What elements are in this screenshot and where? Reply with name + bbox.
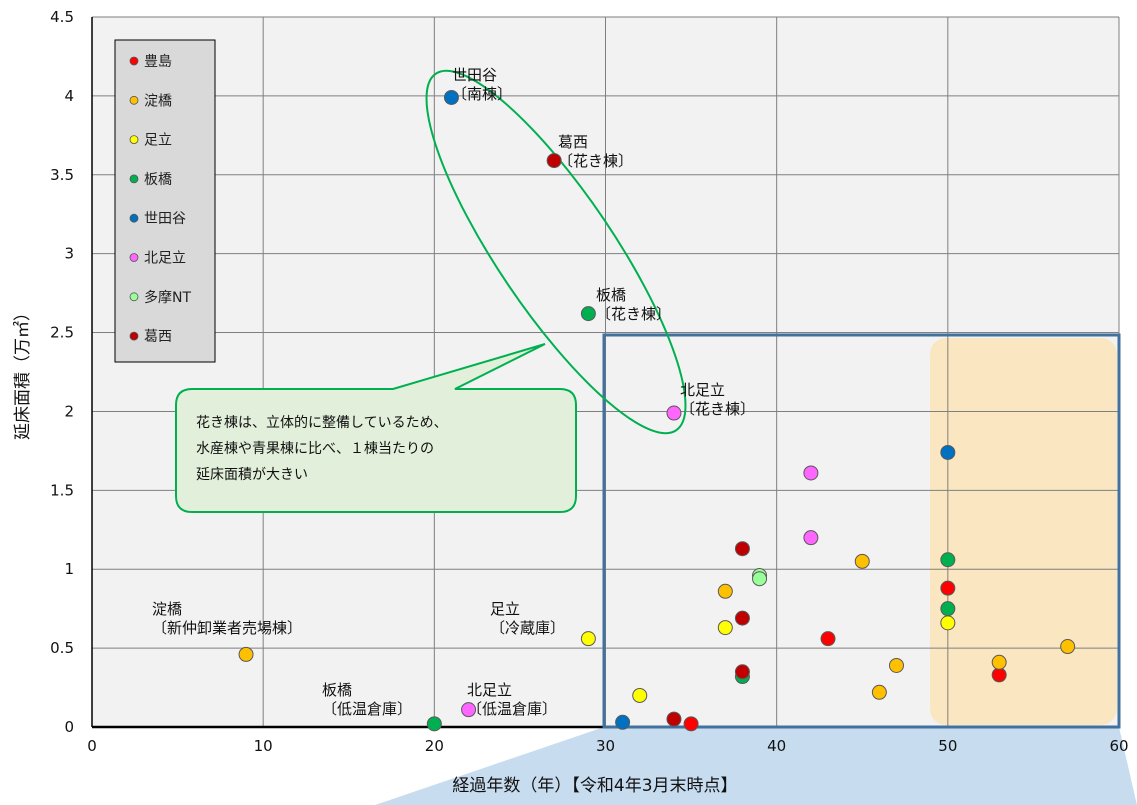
- data-point: [803, 465, 819, 481]
- data-point: [752, 571, 768, 587]
- y-tick-label: 4.5: [50, 8, 74, 26]
- y-tick-label: 1.5: [50, 481, 74, 499]
- x-tick-label: 20: [425, 737, 444, 755]
- y-tick-labels: 0 0.5 1 1.5 2 2.5 3 3.5 4 4.5: [50, 8, 74, 736]
- data-point: [443, 89, 459, 105]
- point-annotation: 北足立: [680, 381, 725, 399]
- legend-marker: [129, 331, 139, 341]
- point-annotation: 淀橋: [152, 600, 182, 618]
- point-annotation: 〔低温倉庫〕: [467, 700, 557, 718]
- data-point: [888, 657, 904, 673]
- legend-label: 板橋: [144, 172, 172, 188]
- data-point: [580, 306, 596, 322]
- data-point: [717, 583, 733, 599]
- x-tick-labels: 0 10 20 30 40 50 60: [87, 737, 1128, 755]
- point-annotation: 〔花き棟〕: [558, 152, 633, 170]
- point-annotation: 葛西: [558, 133, 588, 151]
- legend-marker: [129, 292, 139, 302]
- data-point: [461, 702, 477, 718]
- data-point: [871, 684, 887, 700]
- data-point: [991, 667, 1007, 683]
- highlight-frame: [602, 333, 1121, 729]
- callout-line-1: 花き棟は、立体的に整備しているため、: [196, 415, 448, 431]
- data-point: [991, 654, 1007, 670]
- data-point: [1060, 639, 1076, 655]
- point-annotations: 世田谷〔南棟〕葛西〔花き棟〕板橋〔花き棟〕北足立〔花き棟〕淀橋〔新仲卸業者売場棟…: [152, 66, 755, 718]
- y-tick-label: 2: [64, 402, 74, 420]
- legend-marker: [129, 253, 139, 262]
- x-tick-label: 10: [254, 737, 273, 755]
- data-point: [426, 716, 442, 732]
- data-point: [940, 615, 956, 631]
- x-axis-title: 経過年数（年）【令和4年3月末時点】: [452, 776, 737, 796]
- data-point: [632, 687, 648, 703]
- data-point: [666, 711, 682, 727]
- legend-marker: [129, 95, 139, 105]
- point-annotation: 世田谷: [452, 66, 497, 84]
- point-annotation: 足立: [490, 600, 520, 618]
- x-tick-label: 30: [596, 737, 615, 755]
- data-point: [546, 153, 562, 169]
- point-annotation: 〔南棟〕: [452, 85, 512, 103]
- y-tick-label: 2.5: [50, 324, 74, 342]
- legend-label: 豊島: [144, 54, 172, 70]
- data-point: [615, 714, 631, 730]
- legend-label: 葛西: [144, 329, 172, 345]
- legend-marker: [129, 56, 139, 66]
- legend-marker: [129, 135, 139, 145]
- data-point: [734, 541, 750, 557]
- data-point: [940, 580, 956, 596]
- x-tick-label: 0: [87, 737, 97, 755]
- point-annotation: 板橋: [596, 286, 626, 304]
- highlight-projection: [375, 727, 1137, 805]
- legend-marker: [129, 213, 139, 223]
- data-point: [734, 664, 750, 680]
- point-annotation: 〔花き棟〕: [680, 400, 755, 418]
- x-tick-label: 50: [938, 737, 957, 755]
- x-tick-label: 40: [767, 737, 786, 755]
- data-point: [717, 620, 733, 636]
- data-point: [940, 444, 956, 460]
- legend-label: 世田谷: [144, 211, 186, 227]
- y-tick-label: 3.5: [50, 166, 74, 184]
- callout-line-2: 水産棟や青果棟に比べ、１棟当たりの: [196, 441, 434, 457]
- y-tick-label: 3: [64, 245, 74, 263]
- data-point: [803, 530, 819, 546]
- flower-building-ellipse: [425, 69, 687, 435]
- legend-label: 淀橋: [144, 93, 172, 109]
- legend-box: [114, 39, 216, 363]
- data-point: [854, 553, 870, 569]
- y-tick-label: 0: [64, 718, 74, 736]
- legend-label: 足立: [144, 133, 172, 149]
- data-point: [666, 405, 682, 421]
- y-tick-label: 1: [64, 560, 74, 578]
- legend-label: 多摩NT: [144, 289, 191, 306]
- data-points: [238, 89, 1076, 732]
- y-tick-label: 4: [64, 87, 74, 105]
- data-point: [683, 716, 699, 732]
- point-annotation: 板橋: [322, 681, 352, 699]
- data-point: [238, 646, 254, 662]
- data-point: [580, 631, 596, 647]
- point-annotation: 〔花き棟〕: [596, 305, 671, 323]
- legend-marker: [129, 174, 139, 184]
- callout-line-3: 延床面積が大きい: [196, 467, 308, 483]
- x-tick-label: 60: [1109, 737, 1128, 755]
- y-axis-title: 延床面積（万㎡）: [13, 304, 33, 440]
- data-point: [734, 610, 750, 626]
- point-annotation: 〔新仲卸業者売場棟〕: [152, 619, 302, 637]
- data-point: [940, 601, 956, 617]
- point-annotation: 〔冷蔵庫〕: [490, 619, 565, 637]
- point-annotation: 〔低温倉庫〕: [322, 700, 412, 718]
- legend-label: 北足立: [144, 251, 186, 267]
- point-annotation: 北足立: [467, 681, 512, 699]
- data-point: [820, 631, 836, 647]
- callout-box: [175, 343, 577, 513]
- highlight-region: [930, 338, 1117, 725]
- y-tick-label: 0.5: [50, 639, 74, 657]
- data-point: [940, 552, 956, 568]
